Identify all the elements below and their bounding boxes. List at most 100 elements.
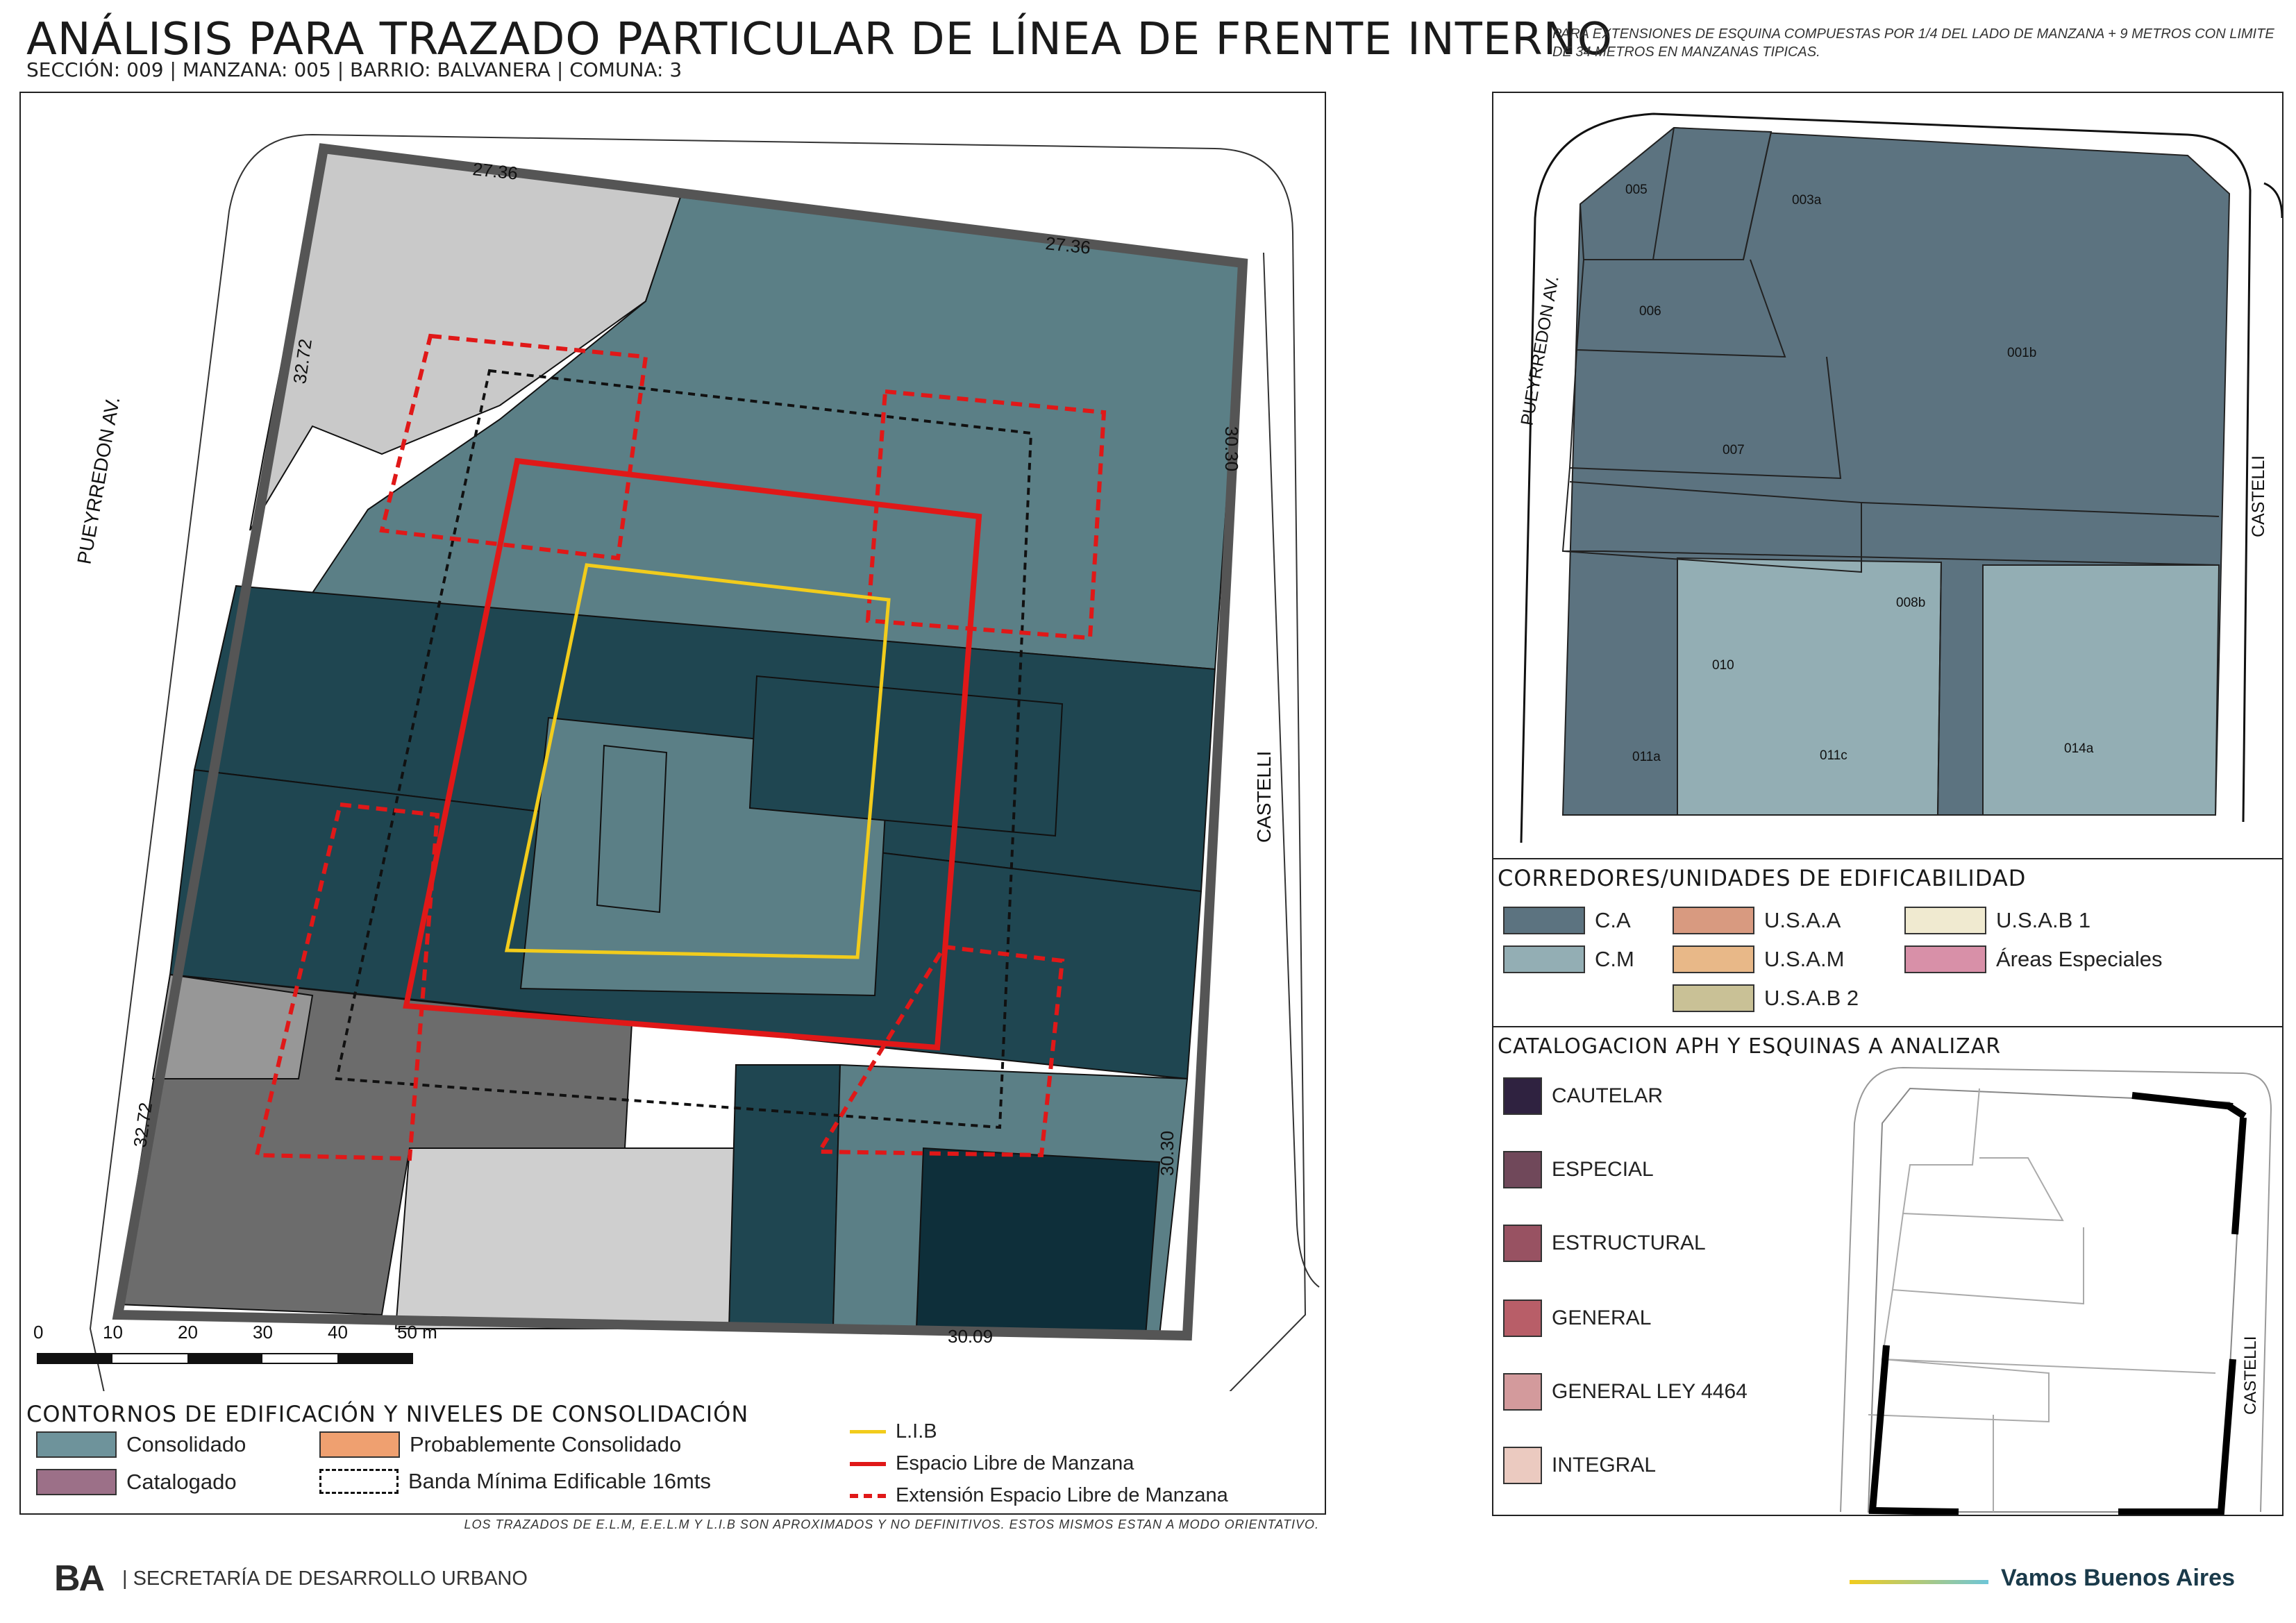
legend-integral: INTEGRAL <box>1503 1447 1656 1484</box>
legend-corredores-title: CORREDORES/UNIDADES DE EDIFICABILIDAD <box>1498 865 2027 891</box>
legend-usaa-label: U.S.A.A <box>1764 908 1841 932</box>
scale-tick-0: 0 <box>33 1322 44 1343</box>
parcel-mini-map-panel: 005 003a 006 001b 007 008b 010 011a 011c… <box>1492 92 2284 861</box>
legend-main-title: CONTORNOS DE EDIFICACIÓN Y NIVELES DE CO… <box>26 1401 749 1427</box>
scale-tick-50: 50 m <box>397 1322 437 1343</box>
mini-label-011a: 011a <box>1632 750 1661 764</box>
street-label-west: PUEYRREDON AV. <box>73 395 124 566</box>
scale-tick-10: 10 <box>103 1322 123 1343</box>
legend-elm: Espacio Libre de Manzana <box>850 1452 1134 1475</box>
swatch-areas-especiales <box>1904 945 1986 973</box>
street-curb <box>89 134 1307 1393</box>
block-outline <box>112 143 1248 1341</box>
legend-usam: U.S.A.M <box>1673 945 1844 973</box>
legend-eelm-label: Extensión Espacio Libre de Manzana <box>896 1484 1228 1506</box>
legend-cautelar: CAUTELAR <box>1503 1077 1663 1115</box>
extension-espacio-libre-ne <box>865 389 1107 641</box>
mini-curb <box>1520 112 2252 843</box>
legend-banda-minima: Banda Mínima Edificable 16mts <box>319 1469 711 1494</box>
swatch-ca <box>1503 907 1585 934</box>
legend-usam-label: U.S.A.M <box>1764 947 1845 971</box>
disclaimer: LOS TRAZADOS DE E.L.M, E.E.L.M Y L.I.B S… <box>464 1517 1319 1531</box>
dim-north-left: 27.36 <box>471 158 519 184</box>
legend-lib: L.I.B <box>850 1420 937 1443</box>
legend-right-panel: CORREDORES/UNIDADES DE EDIFICABILIDAD C.… <box>1492 858 2284 1516</box>
swatch-cautelar <box>1503 1077 1542 1115</box>
brand-name: Vamos Buenos Aires <box>2001 1565 2235 1591</box>
line-elm <box>850 1461 886 1466</box>
mini-curb-east <box>2263 182 2282 219</box>
legend-usab2-label: U.S.A.B 2 <box>1764 986 1859 1010</box>
parcel-mini-map[interactable]: 005 003a 006 001b 007 008b 010 011a 011c… <box>1493 93 2282 859</box>
scale-tick-40: 40 <box>328 1322 348 1343</box>
mini-label-006: 006 <box>1639 304 1661 319</box>
block-map[interactable]: PUEYRREDON AV. CASTELLI 27.36 27.36 32.7… <box>21 93 1325 1393</box>
parcel-dark-south <box>728 1064 841 1329</box>
swatch-catalogado <box>36 1469 117 1495</box>
swatch-banda-minima <box>319 1469 399 1494</box>
corner-analysis-map[interactable]: CASTELLI <box>1493 859 2282 1515</box>
parcel-gray-west <box>151 973 314 1079</box>
legend-probablemente-consolidado: Probablemente Consolidado <box>319 1431 681 1458</box>
legend-integral-label: INTEGRAL <box>1552 1454 1657 1477</box>
extension-espacio-libre-nw <box>379 333 648 561</box>
mini-parcel-005 <box>1579 126 1773 260</box>
swatch-probablemente <box>319 1431 400 1458</box>
legend-usab2: U.S.A.B 2 <box>1673 984 1859 1012</box>
analysis-parcel-lines <box>1868 1088 2216 1512</box>
legend-usaa: U.S.A.A <box>1673 907 1841 934</box>
analysis-block <box>1867 1087 2245 1513</box>
swatch-estructural <box>1503 1225 1542 1262</box>
mini-label-010: 010 <box>1712 658 1734 673</box>
line-lib <box>850 1430 886 1433</box>
swatch-cm <box>1503 945 1585 973</box>
page-subtitle: SECCIÓN: 009 | MANZANA: 005 | BARRIO: BA… <box>26 58 682 81</box>
mini-street-east: CASTELLI <box>2249 455 2268 537</box>
dim-east-lower: 30.30 <box>1157 1131 1178 1176</box>
org-name: | SECRETARÍA DE DESARROLLO URBANO <box>122 1567 528 1590</box>
legend-cm: C.M <box>1503 945 1634 973</box>
legend-eelm: Extensión Espacio Libre de Manzana <box>850 1484 1228 1507</box>
legend-lib-label: L.I.B <box>896 1420 937 1443</box>
analysis-street-east: CASTELLI <box>2241 1336 2260 1415</box>
swatch-consolidado <box>36 1431 117 1458</box>
swatch-usab2 <box>1673 984 1754 1012</box>
banda-minima-edificable <box>335 369 1033 1129</box>
espacio-libre-manzana <box>403 457 982 1051</box>
legend-usab1-label: U.S.A.B 1 <box>1996 908 2091 932</box>
building-interior-dark <box>748 675 1064 837</box>
scale-tick-20: 20 <box>178 1322 198 1343</box>
swatch-usab1 <box>1904 907 1986 934</box>
page-title: ANÁLISIS PARA TRAZADO PARTICULAR DE LÍNE… <box>26 14 1613 65</box>
analysis-corners <box>1868 1092 2247 1515</box>
legend-general-ley-label: GENERAL LEY 4464 <box>1552 1380 1748 1403</box>
legend-consolidado: Consolidado <box>36 1431 246 1458</box>
swatch-usaa <box>1673 907 1754 934</box>
scale-tick-30: 30 <box>253 1322 273 1343</box>
mini-label-005: 005 <box>1625 183 1648 197</box>
legend-estructural: ESTRUCTURAL <box>1503 1225 1706 1262</box>
legend-areas-especiales: Áreas Especiales <box>1904 945 2163 973</box>
legend-general-label: GENERAL <box>1552 1306 1652 1329</box>
legend-cm-label: C.M <box>1595 947 1634 971</box>
legend-ca: C.A <box>1503 907 1631 934</box>
dim-south: 30.09 <box>948 1326 993 1347</box>
legend-elm-label: Espacio Libre de Manzana <box>896 1452 1134 1474</box>
swatch-usam <box>1673 945 1754 973</box>
mini-label-003a: 003a <box>1792 193 1822 208</box>
swatch-general-ley <box>1503 1373 1542 1411</box>
legend-general: GENERAL <box>1503 1300 1651 1337</box>
legend-banda-label: Banda Mínima Edificable 16mts <box>408 1469 711 1493</box>
legend-right-divider <box>1493 1026 2282 1027</box>
legend-general-ley: GENERAL LEY 4464 <box>1503 1373 1748 1411</box>
building-interior-small <box>596 744 668 914</box>
lib-line <box>504 563 891 959</box>
legend-probablemente-label: Probablemente Consolidado <box>410 1432 682 1456</box>
legend-ca-label: C.A <box>1595 908 1631 932</box>
dim-east-upper: 30.30 <box>1221 426 1242 471</box>
parcel-light-south <box>394 1147 737 1329</box>
legend-catalogado: Catalogado <box>36 1469 237 1495</box>
main-map-panel: PUEYRREDON AV. CASTELLI 27.36 27.36 32.7… <box>19 92 1326 1398</box>
mini-label-001b: 001b <box>2007 346 2036 360</box>
extension-espacio-libre-sw <box>254 802 440 1161</box>
